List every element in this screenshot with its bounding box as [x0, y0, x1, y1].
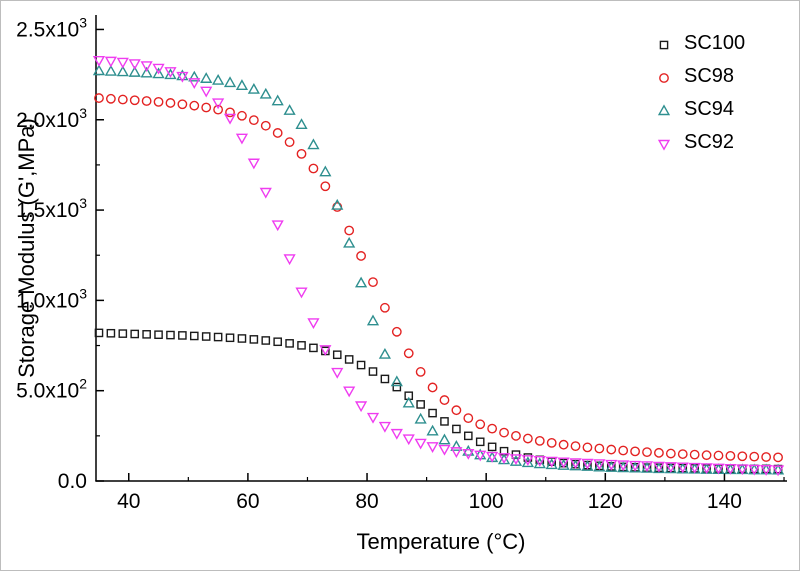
series-sc98	[94, 93, 783, 463]
x-tick-label: 40	[117, 490, 140, 513]
y-axis-title: Storage Modulus (G',MPa)	[14, 118, 39, 378]
x-axis-title: Temperature (°C)	[356, 529, 526, 554]
y-tick-label: 5.0x102	[16, 376, 87, 403]
legend-label: SC94	[684, 98, 735, 120]
legend-marker-triangle-down-icon	[657, 139, 671, 151]
legend-item-sc98: SC98	[653, 60, 745, 93]
x-tick-label: 60	[236, 490, 259, 513]
x-tick-label: 140	[707, 490, 742, 513]
x-tick-label: 120	[588, 490, 623, 513]
series-sc100	[94, 328, 783, 474]
legend-marker-triangle-up-icon	[657, 103, 671, 115]
y-tick-label: 1.0x103	[16, 285, 87, 312]
legend-label: SC92	[684, 131, 735, 153]
legend: SC100 SC98 SC94 SC92	[653, 27, 745, 159]
legend-marker-circle-icon	[659, 72, 669, 83]
legend-item-sc100: SC100	[653, 27, 745, 60]
y-tick-label: 2.0x103	[16, 105, 87, 132]
y-tick-label: 1.5x103	[16, 195, 87, 222]
series-sc92	[92, 55, 785, 477]
legend-label: SC100	[684, 32, 746, 54]
legend-label: SC98	[684, 65, 735, 87]
y-tick-label: 0.0	[58, 470, 87, 493]
x-tick-label: 100	[469, 490, 504, 513]
y-tick-label: 2.5x103	[16, 14, 87, 41]
legend-item-sc92: SC92	[653, 126, 745, 159]
x-tick-label: 80	[355, 490, 378, 513]
legend-item-sc94: SC94	[653, 93, 745, 126]
legend-marker-square-icon	[659, 40, 669, 49]
